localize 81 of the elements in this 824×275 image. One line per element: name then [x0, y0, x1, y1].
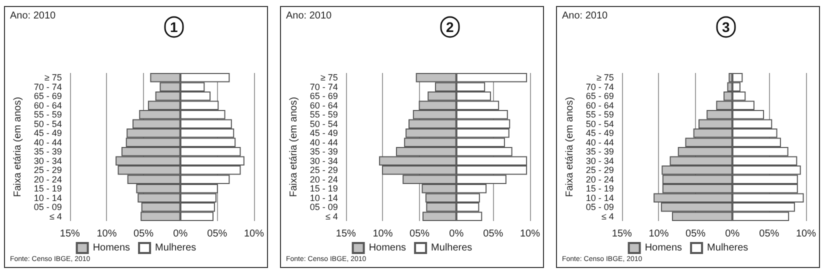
x-tick-label: 0% — [725, 228, 740, 240]
legend-label: Homens — [92, 242, 130, 254]
x-tick-label: 10% — [648, 228, 669, 240]
text: Ano: 2010 — [10, 10, 56, 22]
y-tick-label: 20 - 24 — [586, 174, 614, 184]
y-tick-label: 50 - 54 — [310, 118, 338, 129]
x-tick-label: 0% — [173, 228, 188, 240]
x-tick-label: 05% — [134, 228, 154, 240]
text: Ano: 2010 — [286, 10, 332, 22]
legend-label: Mulheres — [707, 242, 748, 254]
y-tick-label: 10 - 14 — [310, 192, 338, 203]
y-tick-label: 65 - 69 — [34, 91, 62, 102]
y-tick-label: 20 - 24 — [34, 174, 62, 184]
y-tick-label: 60 - 64 — [586, 100, 614, 110]
y-tick-label: 05 - 09 — [586, 202, 614, 212]
y-tick-label: 30 - 34 — [310, 156, 338, 166]
y-tick-label: ≤ 4 — [601, 211, 614, 222]
x-tick-label: 15% — [336, 228, 356, 240]
y-tick-label: 50 - 54 — [34, 118, 62, 129]
y-tick-label: 20 - 24 — [310, 174, 338, 184]
y-tick-label: 45 - 49 — [34, 128, 62, 138]
y-tick-label: 45 - 49 — [310, 128, 338, 138]
y-tick-label: 55 - 59 — [310, 110, 338, 120]
y-tick-label: 05 - 09 — [310, 202, 338, 212]
legend-label: Mulheres — [155, 242, 196, 254]
y-tick-label: 50 - 54 — [586, 118, 614, 129]
chart-title: 3 — [722, 19, 730, 35]
x-tick-label: 10% — [244, 228, 264, 240]
y-tick-label: 10 - 14 — [586, 192, 614, 203]
y-tick-label: 35 - 39 — [310, 146, 338, 157]
x-tick-label: 15% — [60, 228, 80, 240]
y-tick-label: 35 - 39 — [586, 146, 614, 157]
y-tick-label: 70 - 74 — [586, 82, 614, 92]
y-tick-label: 15 - 19 — [310, 184, 338, 194]
y-tick-label: 30 - 34 — [586, 156, 614, 166]
y-tick-label: 45 - 49 — [586, 128, 614, 138]
y-tick-label: 25 - 29 — [310, 165, 338, 176]
y-tick-label: 65 - 69 — [586, 91, 614, 102]
x-tick-label: 10% — [520, 228, 540, 240]
y-tick-label: 15 - 19 — [586, 184, 614, 194]
x-tick-label: 15% — [612, 228, 632, 240]
y-axis-title: Faixa etária (em anos) — [564, 96, 576, 198]
y-axis-title: Faixa etária (em anos) — [12, 96, 24, 198]
y-tick-label: ≥ 75 — [596, 72, 614, 83]
legend-label: Homens — [368, 242, 406, 254]
y-tick-label: 30 - 34 — [34, 156, 62, 166]
y-tick-label: 25 - 29 — [586, 165, 614, 176]
y-tick-label: 65 - 69 — [310, 91, 338, 102]
chart-title: 2 — [446, 19, 454, 35]
y-tick-label: 15 - 19 — [34, 184, 62, 194]
y-tick-label: 40 - 44 — [310, 137, 338, 148]
x-tick-label: 05% — [686, 228, 706, 240]
y-tick-label: 55 - 59 — [34, 110, 62, 120]
legend-label: Homens — [644, 242, 682, 254]
y-tick-label: 70 - 74 — [34, 82, 62, 92]
x-tick-label: 0% — [449, 228, 464, 240]
x-tick-label: 05% — [207, 228, 228, 240]
y-tick-label: ≥ 75 — [320, 72, 338, 83]
y-tick-label: 35 - 39 — [34, 146, 62, 157]
legend-label: Mulheres — [431, 242, 472, 254]
y-tick-label: 60 - 64 — [310, 100, 338, 110]
x-tick-label: 05% — [483, 228, 504, 240]
x-tick-label: 10% — [796, 228, 816, 240]
y-tick-label: 60 - 64 — [34, 100, 62, 110]
x-tick-label: 10% — [372, 228, 393, 240]
y-tick-label: 40 - 44 — [34, 137, 62, 148]
y-tick-label: ≤ 4 — [325, 211, 338, 222]
y-tick-label: 05 - 09 — [34, 202, 62, 212]
chart-title: 1 — [170, 19, 178, 35]
y-tick-label: 25 - 29 — [34, 165, 62, 176]
y-tick-label: 40 - 44 — [586, 137, 614, 148]
x-tick-label: 10% — [96, 228, 117, 240]
y-axis-title: Faixa etária (em anos) — [288, 96, 300, 198]
x-tick-label: 05% — [759, 228, 780, 240]
y-tick-label: 55 - 59 — [586, 110, 614, 120]
text: Ano: 2010 — [562, 10, 608, 22]
y-tick-label: 70 - 74 — [310, 82, 338, 92]
y-tick-label: ≤ 4 — [49, 211, 62, 222]
x-tick-label: 05% — [410, 228, 430, 240]
y-tick-label: ≥ 75 — [44, 72, 62, 83]
y-tick-label: 10 - 14 — [34, 192, 62, 203]
